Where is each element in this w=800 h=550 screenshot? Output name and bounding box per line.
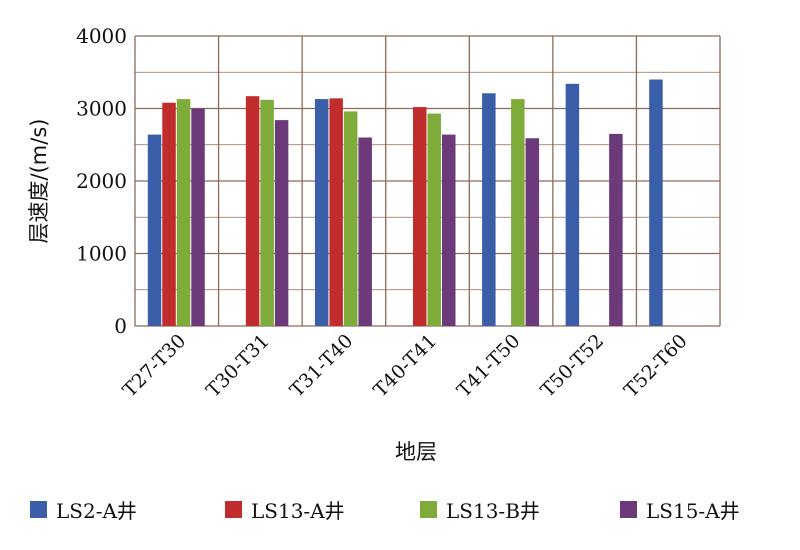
x-tick-label: T52-T60 bbox=[620, 330, 692, 402]
bar bbox=[413, 107, 427, 326]
bar bbox=[609, 133, 623, 326]
legend-label: LS15-A井 bbox=[646, 498, 740, 523]
legend-swatch bbox=[30, 500, 47, 518]
bar bbox=[314, 99, 329, 326]
bar bbox=[274, 120, 289, 326]
bar bbox=[427, 113, 441, 326]
y-tick-label: 0 bbox=[114, 314, 127, 338]
x-tick-label: T50-T52 bbox=[536, 330, 608, 402]
x-tick-label: T40-T41 bbox=[369, 330, 441, 402]
bar bbox=[649, 79, 663, 326]
y-tick-label: 4000 bbox=[76, 24, 127, 48]
bar bbox=[329, 98, 343, 326]
x-tick-label: T30-T31 bbox=[202, 330, 274, 402]
bar bbox=[358, 137, 372, 326]
y-tick-label: 2000 bbox=[76, 169, 127, 193]
bar bbox=[525, 138, 540, 326]
legend-item: LS13-B井 bbox=[420, 494, 540, 524]
legend-item: LS13-A井 bbox=[225, 494, 345, 524]
legend-swatch bbox=[420, 500, 437, 518]
bar bbox=[176, 99, 191, 326]
legend-item: LS2-A井 bbox=[30, 494, 137, 524]
x-axis-ticks: T27-T30 T30-T31 T31-T40 T40-T41 T41-T50 T50-T… bbox=[119, 330, 692, 402]
x-axis-label: 地层 bbox=[395, 440, 437, 464]
y-tick-label: 3000 bbox=[76, 97, 127, 121]
legend-label: LS13-B井 bbox=[446, 498, 540, 523]
bar bbox=[147, 134, 162, 326]
legend-swatch bbox=[225, 500, 242, 518]
x-tick-label: T27-T30 bbox=[119, 330, 191, 402]
legend-label: LS13-A井 bbox=[251, 498, 345, 523]
y-axis-ticks: 0 1000 2000 3000 4000 bbox=[76, 24, 127, 338]
legend-swatch bbox=[620, 500, 637, 518]
y-tick-label: 1000 bbox=[76, 242, 127, 266]
x-tick-label: T41-T50 bbox=[453, 330, 525, 402]
y-axis-label: 层速度/(m/s) bbox=[27, 119, 51, 244]
x-tick-label: T31-T40 bbox=[286, 330, 358, 402]
bar bbox=[482, 93, 496, 327]
bar bbox=[162, 102, 176, 326]
bars bbox=[147, 79, 663, 327]
legend-item: LS15-A井 bbox=[620, 494, 740, 524]
bar bbox=[511, 99, 525, 326]
legend-label: LS2-A井 bbox=[56, 498, 137, 523]
legend: LS2-A井 LS13-A井 LS13-B井 LS15-A井 bbox=[0, 490, 800, 530]
bar bbox=[343, 111, 358, 327]
bar bbox=[245, 96, 260, 326]
bar bbox=[260, 99, 274, 326]
bar bbox=[565, 83, 580, 326]
bar bbox=[442, 134, 456, 326]
bar bbox=[191, 108, 205, 326]
